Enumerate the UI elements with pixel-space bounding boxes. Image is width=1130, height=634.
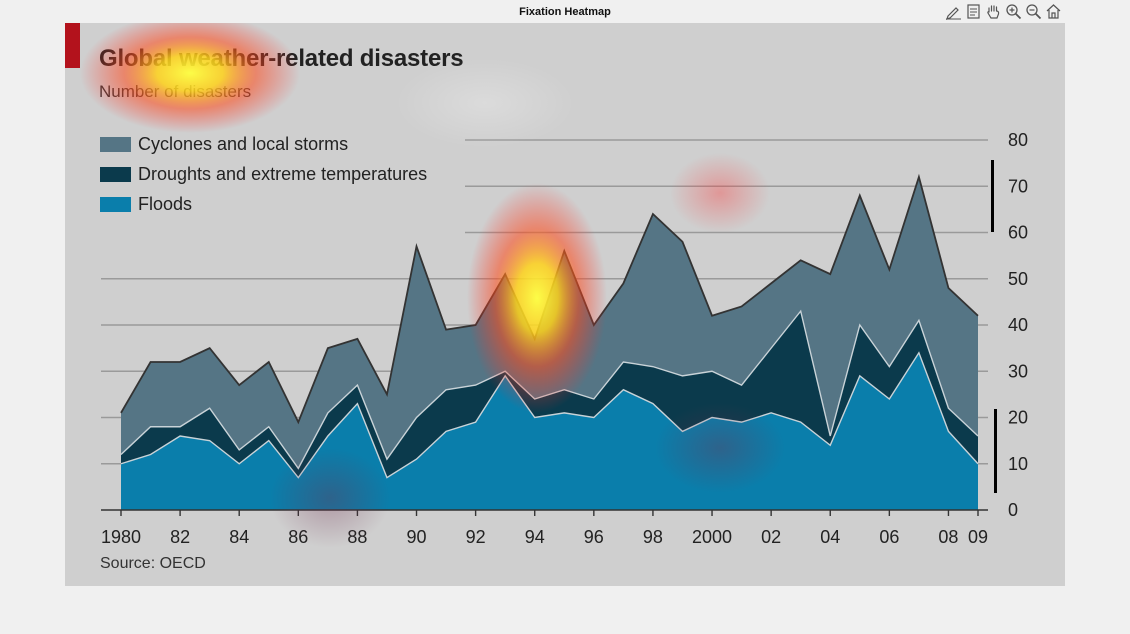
- x-tick-label: 94: [525, 527, 545, 547]
- legend-swatch-droughts: [100, 166, 131, 182]
- area-chart: 0 10 20 30 40 50 60 70 80 1980 82 84 86 88 90 92 94 96 98 2…: [101, 130, 1028, 547]
- zoom-in-icon: [1006, 4, 1022, 20]
- x-tick-label: 08: [938, 527, 958, 547]
- x-tick-label: 98: [643, 527, 663, 547]
- legend-swatch-cyclones: [100, 136, 131, 152]
- x-tick-label: 09: [968, 527, 988, 547]
- x-tick-label: 2000: [692, 527, 732, 547]
- x-tick-label: 84: [229, 527, 249, 547]
- accent-red-bar: [65, 23, 80, 68]
- y-tick-label: 30: [1008, 361, 1028, 381]
- y-tick-label: 80: [1008, 130, 1028, 150]
- zoom-out-icon: [1026, 4, 1042, 20]
- x-tick-label: 90: [407, 527, 427, 547]
- figure-toolbar: [944, 2, 1063, 22]
- pan-button[interactable]: [984, 2, 1003, 21]
- y-tick-label: 60: [1008, 223, 1028, 243]
- edit-plot-button[interactable]: [944, 2, 963, 21]
- x-tick-label: 92: [466, 527, 486, 547]
- legend-label-floods: Floods: [138, 193, 193, 214]
- pan-hand-icon: [987, 5, 1000, 19]
- y-tick-label: 70: [1008, 176, 1028, 196]
- y-tick-label: 40: [1008, 315, 1028, 335]
- series-line-floods: [120, 351, 979, 479]
- source-note: Source: OECD: [100, 555, 206, 572]
- x-tick-label: 06: [879, 527, 899, 547]
- legend-item-floods: Floods: [100, 189, 427, 219]
- legend: Cyclones and local storms Droughts and e…: [100, 129, 427, 219]
- zoom-out-button[interactable]: [1024, 2, 1043, 21]
- data-cursor-icon: [967, 4, 980, 19]
- x-tick-label: 86: [288, 527, 308, 547]
- legend-swatch-floods: [100, 196, 131, 212]
- home-button[interactable]: [1044, 2, 1063, 21]
- edit-plot-icon: [946, 7, 961, 20]
- legend-item-droughts: Droughts and extreme temperatures: [100, 159, 427, 189]
- data-cursor-button[interactable]: [964, 2, 983, 21]
- x-tick-label: 02: [761, 527, 781, 547]
- stacked-areas: [120, 173, 979, 510]
- chart-subtitle: Number of disasters: [99, 82, 252, 101]
- x-tick-label: 88: [347, 527, 367, 547]
- home-icon: [1046, 4, 1061, 19]
- legend-label-droughts: Droughts and extreme temperatures: [138, 163, 428, 184]
- y-tick-label: 20: [1008, 408, 1028, 428]
- x-tick-label: 04: [820, 527, 840, 547]
- chart-title: Global weather-related disasters: [99, 45, 464, 72]
- window-title: Fixation Heatmap: [519, 6, 611, 18]
- y-tick-label: 50: [1008, 269, 1028, 289]
- y-tick-label: 0: [1008, 500, 1018, 520]
- x-tick-label: 82: [170, 527, 190, 547]
- zoom-in-button[interactable]: [1004, 2, 1023, 21]
- y-tick-label: 10: [1008, 454, 1028, 474]
- legend-label-cyclones: Cyclones and local storms: [138, 133, 349, 154]
- x-tick-label: 96: [584, 527, 604, 547]
- chart-figure: 0 10 20 30 40 50 60 70 80 1980 82 84 86 88 90 92 94 96 98 2…: [65, 23, 1065, 586]
- legend-item-cyclones: Cyclones and local storms: [100, 129, 427, 159]
- x-tick-label: 1980: [101, 527, 141, 547]
